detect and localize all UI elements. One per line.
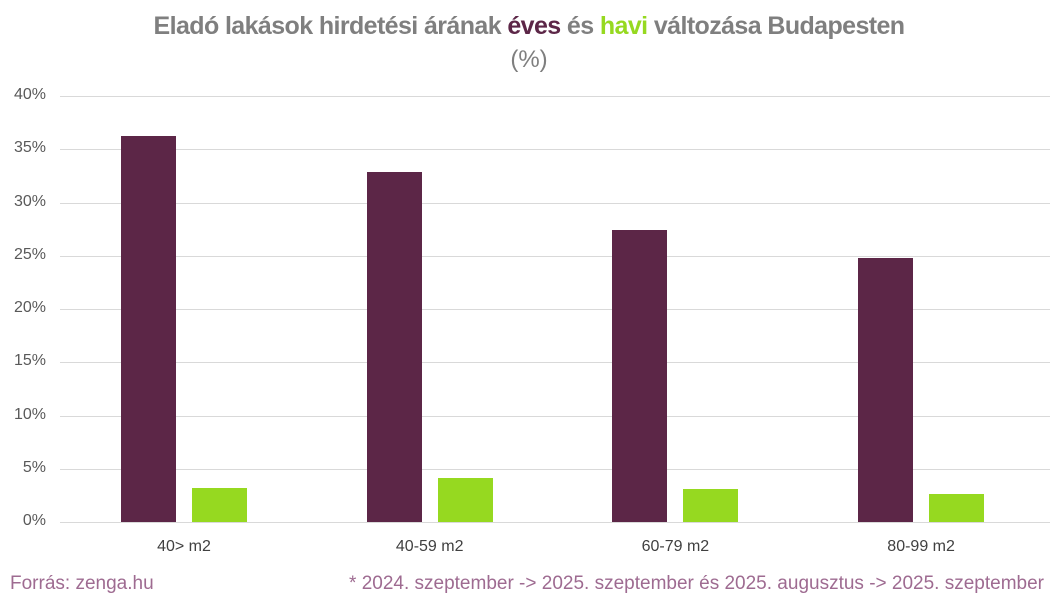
title-monthly-highlight: havi xyxy=(599,12,648,40)
y-tick-label: 30% xyxy=(13,192,46,210)
y-tick-label: 20% xyxy=(13,299,46,316)
x-category-label: 40> m2 xyxy=(157,538,211,555)
footnote-text: * 2024. szeptember -> 2025. szeptember é… xyxy=(349,573,1044,594)
gridline xyxy=(60,415,1050,417)
gridline xyxy=(60,96,1050,97)
bar-annual xyxy=(858,257,914,522)
gridline xyxy=(60,362,1050,364)
gridline xyxy=(60,149,1050,151)
title-text: és xyxy=(560,12,600,40)
bar-monthly xyxy=(437,478,493,522)
gridline xyxy=(60,202,1050,204)
x-category-label: 40-59 m2 xyxy=(395,538,464,555)
gridline xyxy=(60,309,1050,310)
bar-annual xyxy=(366,171,422,522)
chart-subtitle: (%) xyxy=(510,46,548,73)
y-tick-label: 10% xyxy=(13,405,46,423)
bar-monthly xyxy=(683,489,739,522)
title-text: Eladó lakások hirdetési árának xyxy=(153,12,508,40)
gridline xyxy=(60,522,1050,523)
bar-monthly xyxy=(929,494,985,522)
y-tick-label: 25% xyxy=(13,245,46,263)
gridline xyxy=(60,255,1050,257)
y-tick-label: 0% xyxy=(22,512,46,529)
x-category-label: 60-79 m2 xyxy=(641,538,710,555)
y-tick-label: 35% xyxy=(13,139,46,157)
title-annual-highlight: éves xyxy=(507,12,561,40)
chart-title: Eladó lakások hirdetési árának éves és h… xyxy=(0,12,1058,41)
gridline xyxy=(60,468,1050,470)
bar-monthly xyxy=(192,487,247,522)
y-tick-label: 5% xyxy=(22,458,46,476)
source-text: Forrás: zenga.hu xyxy=(10,573,154,594)
bar-annual xyxy=(612,230,668,522)
x-category-label: 80-99 m2 xyxy=(887,538,955,555)
plot-area xyxy=(60,96,1050,523)
title-text: változása Budapesten xyxy=(647,12,905,40)
bar-annual xyxy=(121,136,176,522)
y-tick-label: 15% xyxy=(13,352,46,370)
y-tick-label: 40% xyxy=(13,86,46,103)
